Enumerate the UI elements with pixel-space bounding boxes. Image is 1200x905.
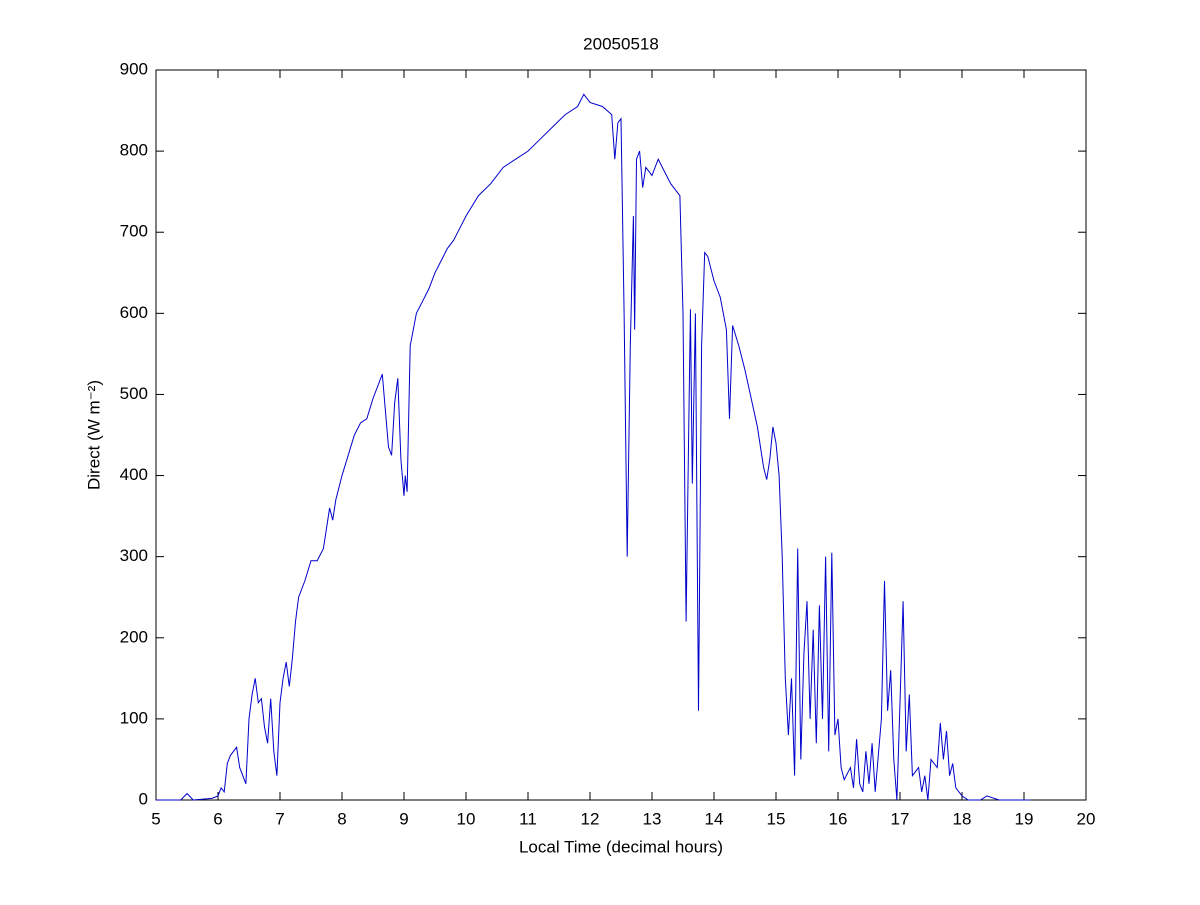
y-axis-label: Direct (W m⁻²) <box>84 380 103 490</box>
x-tick-label: 20 <box>1077 809 1096 828</box>
x-tick-label: 16 <box>829 809 848 828</box>
x-tick-label: 10 <box>457 809 476 828</box>
x-tick-label: 9 <box>399 809 408 828</box>
y-tick-label: 200 <box>120 627 148 646</box>
x-tick-label: 12 <box>581 809 600 828</box>
x-tick-label: 6 <box>213 809 222 828</box>
y-tick-label: 700 <box>120 222 148 241</box>
chart-title: 20050518 <box>583 34 659 53</box>
y-tick-label: 0 <box>139 789 148 808</box>
x-tick-label: 11 <box>519 809 537 828</box>
y-tick-label: 600 <box>120 303 148 322</box>
y-tick-label: 400 <box>120 465 148 484</box>
y-tick-label: 300 <box>120 546 148 565</box>
x-tick-label: 14 <box>705 809 724 828</box>
y-tick-label: 900 <box>120 59 148 78</box>
x-tick-label: 8 <box>337 809 346 828</box>
x-tick-label: 15 <box>767 809 786 828</box>
x-tick-label: 18 <box>953 809 972 828</box>
data-line <box>156 93 1031 801</box>
x-tick-label: 17 <box>891 809 910 828</box>
x-tick-label: 5 <box>151 809 160 828</box>
x-tick-label: 7 <box>275 809 284 828</box>
y-tick-label: 100 <box>120 708 148 727</box>
y-tick-label: 800 <box>120 141 148 160</box>
x-tick-label: 13 <box>643 809 662 828</box>
x-axis-label: Local Time (decimal hours) <box>519 837 723 856</box>
plot-frame <box>155 69 1087 801</box>
x-tick-label: 19 <box>1015 809 1034 828</box>
y-tick-label: 500 <box>120 384 148 403</box>
